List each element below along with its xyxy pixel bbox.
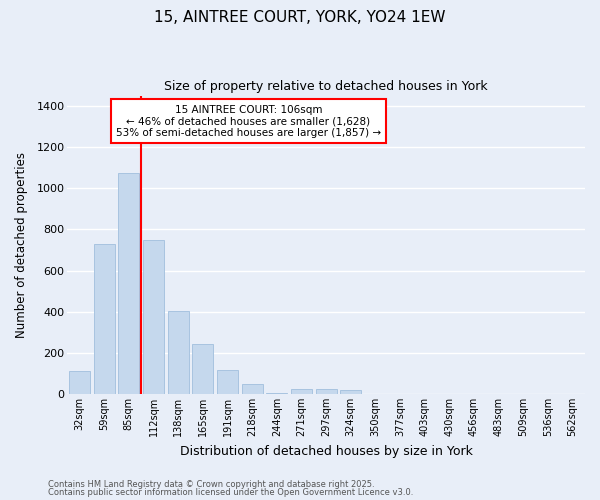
Text: 15 AINTREE COURT: 106sqm
← 46% of detached houses are smaller (1,628)
53% of sem: 15 AINTREE COURT: 106sqm ← 46% of detach… bbox=[116, 104, 381, 138]
Text: Contains public sector information licensed under the Open Government Licence v3: Contains public sector information licen… bbox=[48, 488, 413, 497]
X-axis label: Distribution of detached houses by size in York: Distribution of detached houses by size … bbox=[179, 444, 473, 458]
Bar bbox=[94, 244, 115, 394]
Bar bbox=[266, 393, 287, 394]
Bar bbox=[291, 389, 312, 394]
Bar bbox=[316, 389, 337, 394]
Text: 15, AINTREE COURT, YORK, YO24 1EW: 15, AINTREE COURT, YORK, YO24 1EW bbox=[154, 10, 446, 25]
Text: Contains HM Land Registry data © Crown copyright and database right 2025.: Contains HM Land Registry data © Crown c… bbox=[48, 480, 374, 489]
Bar bbox=[69, 372, 90, 394]
Title: Size of property relative to detached houses in York: Size of property relative to detached ho… bbox=[164, 80, 488, 93]
Bar bbox=[168, 310, 188, 394]
Bar bbox=[340, 390, 361, 394]
Y-axis label: Number of detached properties: Number of detached properties bbox=[15, 152, 28, 338]
Bar bbox=[217, 370, 238, 394]
Bar bbox=[193, 344, 214, 394]
Bar bbox=[242, 384, 263, 394]
Bar bbox=[143, 240, 164, 394]
Bar bbox=[118, 172, 139, 394]
